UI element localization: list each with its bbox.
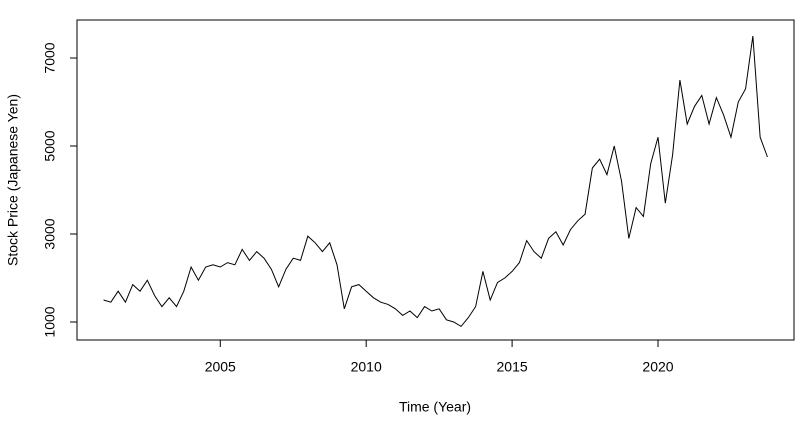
x-tick-label: 2005: [205, 359, 236, 375]
plot-frame: [76, 19, 795, 341]
x-tick-label: 2015: [497, 359, 528, 375]
y-tick-label: 3000: [42, 218, 58, 249]
y-tick-label: 7000: [42, 42, 58, 73]
x-tick-label: 2010: [351, 359, 382, 375]
price-line: [103, 35, 768, 328]
y-axis-title: Stock Price (Japanese Yen): [5, 94, 21, 266]
y-tick-label: 1000: [42, 306, 58, 337]
x-axis-title: Time (Year): [399, 399, 471, 415]
x-tick-label: 2020: [642, 359, 673, 375]
y-tick-label: 5000: [42, 130, 58, 161]
